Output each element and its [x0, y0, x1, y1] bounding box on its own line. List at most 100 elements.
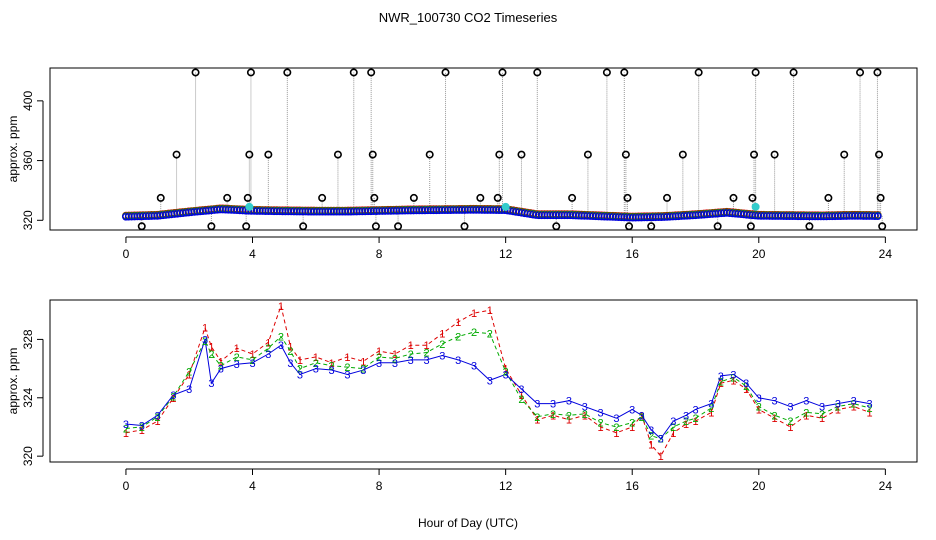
series-1-marker: 1 [392, 349, 398, 361]
series-3-marker: 3 [123, 419, 129, 431]
series-1-marker: 1 [866, 407, 872, 419]
spike-marker [394, 222, 403, 231]
spike-marker [371, 222, 380, 231]
series-1-marker: 1 [487, 305, 493, 317]
series-3-marker: 3 [313, 364, 319, 376]
series-3-marker: 3 [819, 402, 825, 414]
top-spike-markers [137, 68, 887, 231]
series-1-marker: 1 [376, 346, 382, 358]
series-3-marker: 3 [598, 407, 604, 419]
top-guide-lines [141, 72, 883, 227]
series-3-marker: 3 [439, 350, 445, 362]
series-3-marker: 3 [866, 399, 872, 411]
series-3-marker: 3 [392, 358, 398, 370]
series-2-marker: 2 [287, 346, 293, 358]
spike-marker [333, 150, 342, 159]
spike-marker [623, 193, 632, 202]
top-baseline-markers [122, 202, 882, 222]
top-x-tick-label: 20 [752, 247, 766, 261]
spike-marker [789, 68, 798, 77]
series-1-marker: 1 [708, 407, 714, 419]
series-3-marker: 3 [518, 384, 524, 396]
baseline-marker [873, 212, 882, 220]
spike-marker [748, 193, 757, 202]
bottom-x-tick-label: 20 [752, 479, 766, 493]
top-x-tick-label: 8 [376, 247, 383, 261]
series-1-marker: 1 [670, 428, 676, 440]
series-3-marker: 3 [487, 375, 493, 387]
series-2-marker: 2 [772, 410, 778, 422]
series-1-marker: 1 [718, 378, 724, 390]
bottom-x-tick-label: 4 [249, 479, 256, 493]
spike-marker [156, 193, 165, 202]
series-1-marker: 1 [297, 355, 303, 367]
spike-marker [318, 193, 327, 202]
series-1-marker: 1 [648, 439, 654, 451]
series-2-marker: 2 [234, 352, 240, 364]
series-2-line [125, 331, 870, 440]
spike-marker [621, 150, 630, 159]
spike-marker [729, 193, 738, 202]
series-1-marker: 1 [683, 419, 689, 431]
series-1-marker: 1 [208, 342, 214, 354]
series-1-marker: 1 [234, 343, 240, 355]
series-2-marker: 2 [866, 403, 872, 415]
top-x-tick-label: 12 [499, 247, 513, 261]
spike-marker [368, 150, 377, 159]
series-1-marker: 1 [803, 410, 809, 422]
spike-marker [533, 68, 542, 77]
series-2-marker: 2 [408, 349, 414, 361]
series-1-marker: 1 [287, 342, 293, 354]
spike-marker [746, 222, 755, 231]
spike-marker [770, 150, 779, 159]
series-1-marker: 1 [639, 410, 645, 422]
spike-marker [498, 68, 507, 77]
series-2-marker: 2 [208, 349, 214, 361]
spike-marker [409, 193, 418, 202]
chart-title: NWR_100730 CO2 Timeseries [379, 10, 558, 25]
series-2-marker: 2 [518, 394, 524, 406]
series-2-marker: 2 [550, 409, 556, 421]
spike-marker [875, 150, 884, 159]
series-2-marker: 2 [683, 416, 689, 428]
series-3-marker: 3 [683, 410, 689, 422]
spike-marker [172, 150, 181, 159]
series-3-marker: 3 [756, 393, 762, 405]
series-1-marker: 1 [471, 308, 477, 320]
top-x-tick-label: 4 [249, 247, 256, 261]
series-3-marker: 3 [360, 365, 366, 377]
series-3-marker: 3 [297, 369, 303, 381]
series-1-marker: 1 [534, 415, 540, 427]
spike-marker [283, 68, 292, 77]
bottom-x-tick-label: 12 [499, 479, 513, 493]
series-2-marker: 2 [423, 348, 429, 360]
bottom-y-tick-label: 328 [21, 329, 35, 349]
series-3-marker: 3 [629, 404, 635, 416]
series-3-marker: 3 [170, 390, 176, 402]
series-2-marker: 2 [329, 361, 335, 373]
series-3-line [125, 339, 870, 440]
bottom-y-tick-label: 324 [21, 387, 35, 407]
top-x-tick-label: 24 [879, 247, 893, 261]
series-2-marker: 2 [218, 361, 224, 373]
series-2-marker: 2 [582, 409, 588, 421]
series-2-marker: 2 [471, 327, 477, 339]
spike-marker [647, 222, 656, 231]
spike-marker [620, 68, 629, 77]
series-2-marker: 2 [503, 367, 509, 379]
series-1-marker: 1 [218, 356, 224, 368]
spike-marker [517, 150, 526, 159]
series-1-marker: 1 [344, 352, 350, 364]
spike-marker [299, 222, 308, 231]
bottom-series-lines [125, 304, 870, 458]
series-1-marker: 1 [756, 404, 762, 416]
series-2-marker: 2 [851, 399, 857, 411]
series-3-marker: 3 [639, 410, 645, 422]
series-2-marker: 2 [265, 343, 271, 355]
series-3-marker: 3 [208, 378, 214, 390]
spike-marker [441, 68, 450, 77]
series-2-marker: 2 [439, 339, 445, 351]
spike-marker [460, 222, 469, 231]
series-3-marker: 3 [376, 358, 382, 370]
series-2-marker: 2 [835, 402, 841, 414]
